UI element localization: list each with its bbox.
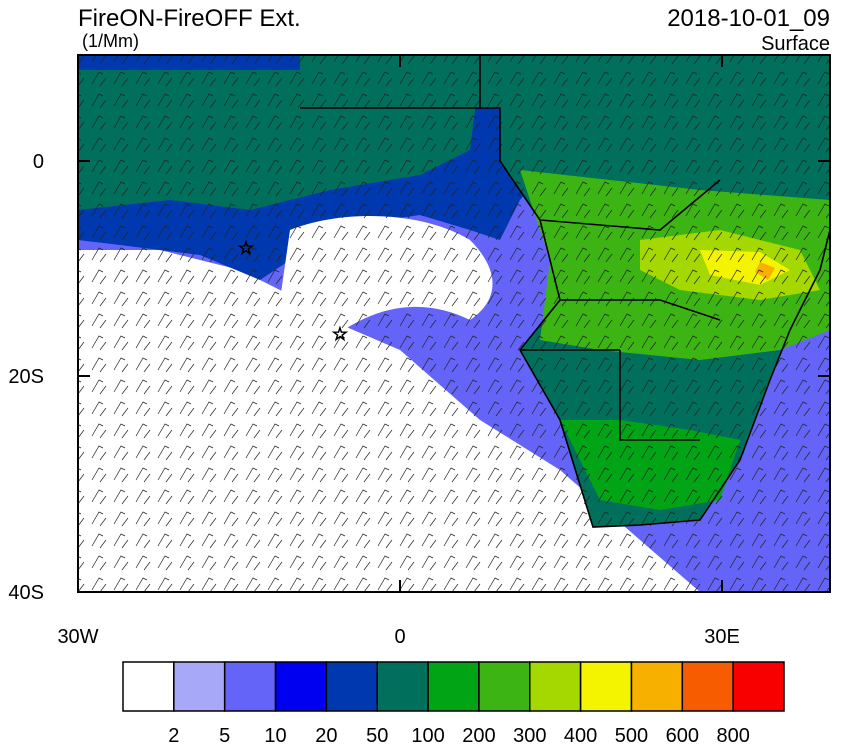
colorbar-label: 100	[411, 725, 444, 747]
colorbar-swatch	[274, 661, 328, 712]
colorbar-swatch	[223, 661, 277, 712]
lat-label: 40S	[8, 582, 44, 604]
lon-label: 30W	[57, 626, 98, 648]
colorbar-label: 200	[462, 725, 495, 747]
lat-label: 20S	[8, 366, 44, 388]
colorbar-label: 50	[366, 725, 388, 747]
colorbar-swatch	[630, 661, 684, 712]
colorbar-swatch	[173, 661, 226, 712]
svg-text:☆: ☆	[332, 324, 348, 344]
ticks	[78, 55, 830, 592]
colorbar-swatch	[579, 661, 633, 712]
colorbar-label: 5	[219, 725, 230, 747]
colorbar-swatch	[732, 661, 785, 712]
colorbar-label: 800	[716, 725, 749, 747]
map-field: ☆ ☆	[78, 55, 830, 592]
colorbar-swatch	[478, 661, 531, 712]
lon-label: 30E	[704, 626, 740, 648]
colorbar-swatch	[427, 661, 480, 712]
title: FireON-FireOFF Ext.	[78, 5, 301, 32]
map-frame	[77, 54, 831, 593]
colorbar-label: 10	[264, 725, 286, 747]
colorbar-swatch	[681, 661, 734, 712]
colorbar-label: 2	[168, 725, 179, 747]
colorbar-swatch	[325, 661, 378, 712]
colorbar-label: 300	[513, 725, 546, 747]
date: 2018-10-01_09	[667, 5, 830, 32]
lat-label: 0	[33, 151, 44, 173]
colorbar-swatch	[376, 661, 429, 712]
colorbar-label: 500	[615, 725, 648, 747]
units: (1/Mm)	[82, 31, 139, 51]
colorbar-label: 600	[666, 725, 699, 747]
colorbar-label: 20	[315, 725, 337, 747]
lon-label: 0	[394, 626, 405, 648]
svg-text:☆: ☆	[238, 238, 254, 258]
colorbar-label: 400	[564, 725, 597, 747]
level: Surface	[761, 33, 830, 55]
colorbar-swatch	[529, 661, 582, 712]
colorbar-swatch	[122, 661, 175, 712]
